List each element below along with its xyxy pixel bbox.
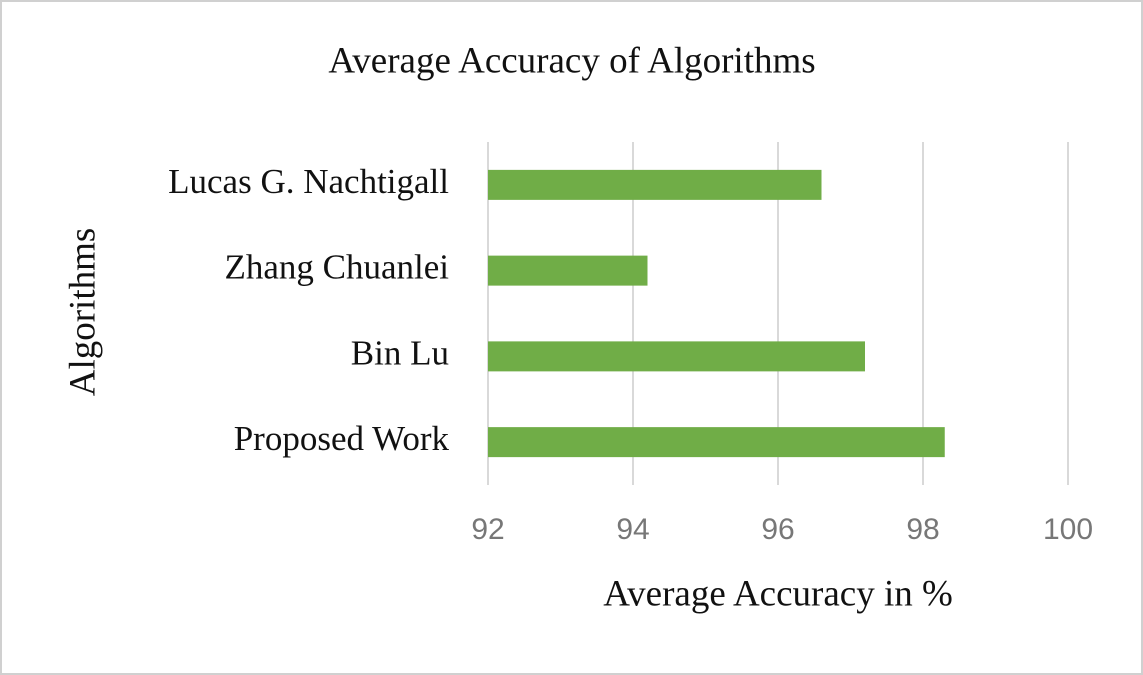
y-tick-label: Zhang Chuanlei — [224, 248, 449, 287]
bar — [488, 341, 865, 372]
y-tick-label: Lucas G. Nachtigall — [168, 162, 449, 201]
x-tick-label: 94 — [616, 513, 649, 546]
bar — [488, 169, 822, 200]
y-tick-label: Proposed Work — [234, 419, 450, 458]
x-tick-label: 100 — [1043, 513, 1093, 546]
x-tick-label: 96 — [761, 513, 794, 546]
y-axis-label: Algorithms — [62, 228, 103, 397]
chart-title: Average Accuracy of Algorithms — [328, 40, 815, 81]
x-tick-label: 98 — [906, 513, 939, 546]
y-tick-label: Bin Lu — [351, 333, 449, 372]
bar — [488, 427, 945, 458]
bar — [488, 255, 648, 286]
x-tick-label: 92 — [471, 513, 504, 546]
x-axis-label: Average Accuracy in % — [603, 573, 953, 614]
